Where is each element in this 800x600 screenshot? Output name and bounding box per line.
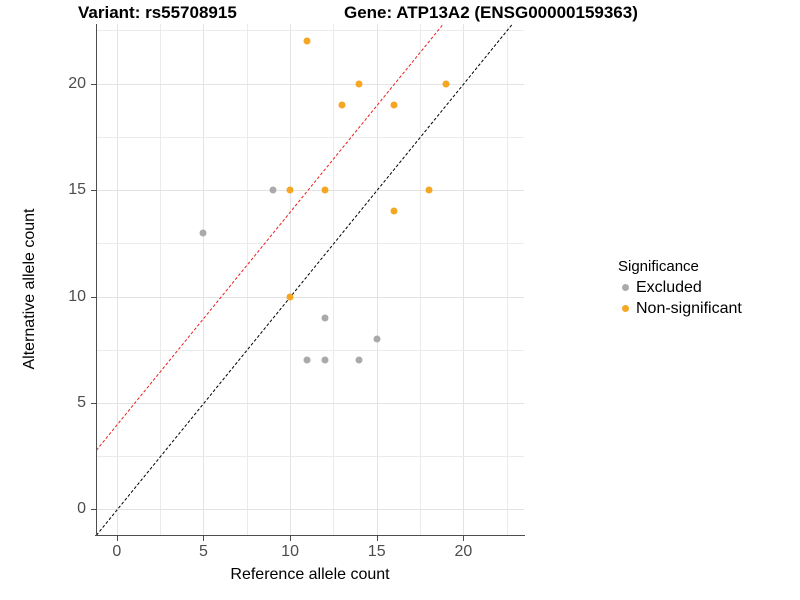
y-tick — [91, 402, 96, 404]
gridline-horizontal — [96, 136, 524, 138]
x-tick — [290, 536, 292, 541]
legend-key-non-significant — [622, 305, 629, 312]
gridline-vertical — [333, 24, 335, 535]
gridline-horizontal — [96, 349, 524, 351]
gridline-vertical — [506, 24, 508, 535]
data-point[interactable] — [355, 356, 363, 364]
legend-label-non-significant: Non-significant — [636, 299, 742, 317]
y-tick-label: 15 — [68, 181, 86, 199]
y-tick — [91, 190, 96, 192]
gridline-horizontal — [96, 30, 524, 32]
data-point[interactable] — [199, 229, 207, 237]
gridline-horizontal — [96, 190, 524, 192]
legend: Significance Excluded Non-significant — [618, 258, 798, 319]
gridline-vertical — [463, 24, 465, 535]
data-point[interactable] — [355, 80, 363, 88]
x-tick-label: 5 — [198, 543, 208, 560]
variant-title: Variant: rs55708915 — [78, 3, 237, 22]
x-tick-label: 10 — [281, 543, 299, 560]
x-tick — [116, 536, 118, 541]
x-axis-title: Reference allele count — [230, 566, 390, 583]
y-tick-label: 5 — [77, 393, 86, 411]
x-tick-label: 15 — [367, 543, 386, 560]
y-axis-line — [96, 24, 97, 536]
data-point[interactable] — [390, 207, 398, 215]
data-point[interactable] — [442, 80, 450, 88]
y-tick — [91, 296, 96, 298]
y-axis-title: Alternative allele count — [21, 208, 38, 370]
gene-title: Gene: ATP13A2 (ENSG00000159363) — [344, 3, 638, 22]
data-point[interactable] — [390, 101, 398, 109]
x-tick-label: 0 — [112, 543, 122, 560]
gridline-horizontal — [96, 456, 524, 458]
gridline-vertical — [420, 24, 422, 535]
gridline-horizontal — [96, 83, 524, 85]
gridline-vertical — [160, 24, 162, 535]
data-point[interactable] — [321, 356, 329, 364]
data-point[interactable] — [303, 356, 311, 364]
x-tick-label: 20 — [454, 543, 473, 560]
gridline-horizontal — [96, 243, 524, 245]
plot-panel — [96, 24, 524, 535]
data-point[interactable] — [303, 37, 311, 45]
y-tick — [91, 83, 96, 85]
legend-label-excluded: Excluded — [636, 278, 702, 296]
legend-title: Significance — [618, 258, 699, 275]
data-point[interactable] — [425, 186, 433, 194]
gridline-vertical — [376, 24, 378, 535]
data-point[interactable] — [286, 293, 294, 301]
gridline-vertical — [246, 24, 248, 535]
legend-key-excluded — [622, 284, 629, 291]
y-tick-label: 0 — [77, 500, 86, 518]
x-tick — [463, 536, 465, 541]
gridline-vertical — [290, 24, 292, 535]
legend-item-excluded[interactable]: Excluded — [618, 277, 798, 298]
gridline-horizontal — [96, 296, 524, 298]
gridline-horizontal — [96, 509, 524, 511]
x-tick — [203, 536, 205, 541]
x-tick — [376, 536, 378, 541]
gridline-horizontal — [96, 402, 524, 404]
y-tick — [91, 509, 96, 511]
y-tick-label: 10 — [68, 287, 86, 305]
legend-item-non-significant[interactable]: Non-significant — [618, 298, 798, 319]
gridline-vertical — [116, 24, 118, 535]
y-tick-label: 20 — [68, 74, 86, 92]
data-point[interactable] — [269, 186, 277, 194]
x-axis-line — [95, 535, 525, 536]
data-point[interactable] — [321, 186, 329, 194]
data-point[interactable] — [373, 335, 381, 343]
data-point[interactable] — [286, 186, 294, 194]
data-point[interactable] — [338, 101, 346, 109]
gridline-vertical — [203, 24, 205, 535]
data-point[interactable] — [321, 314, 329, 322]
